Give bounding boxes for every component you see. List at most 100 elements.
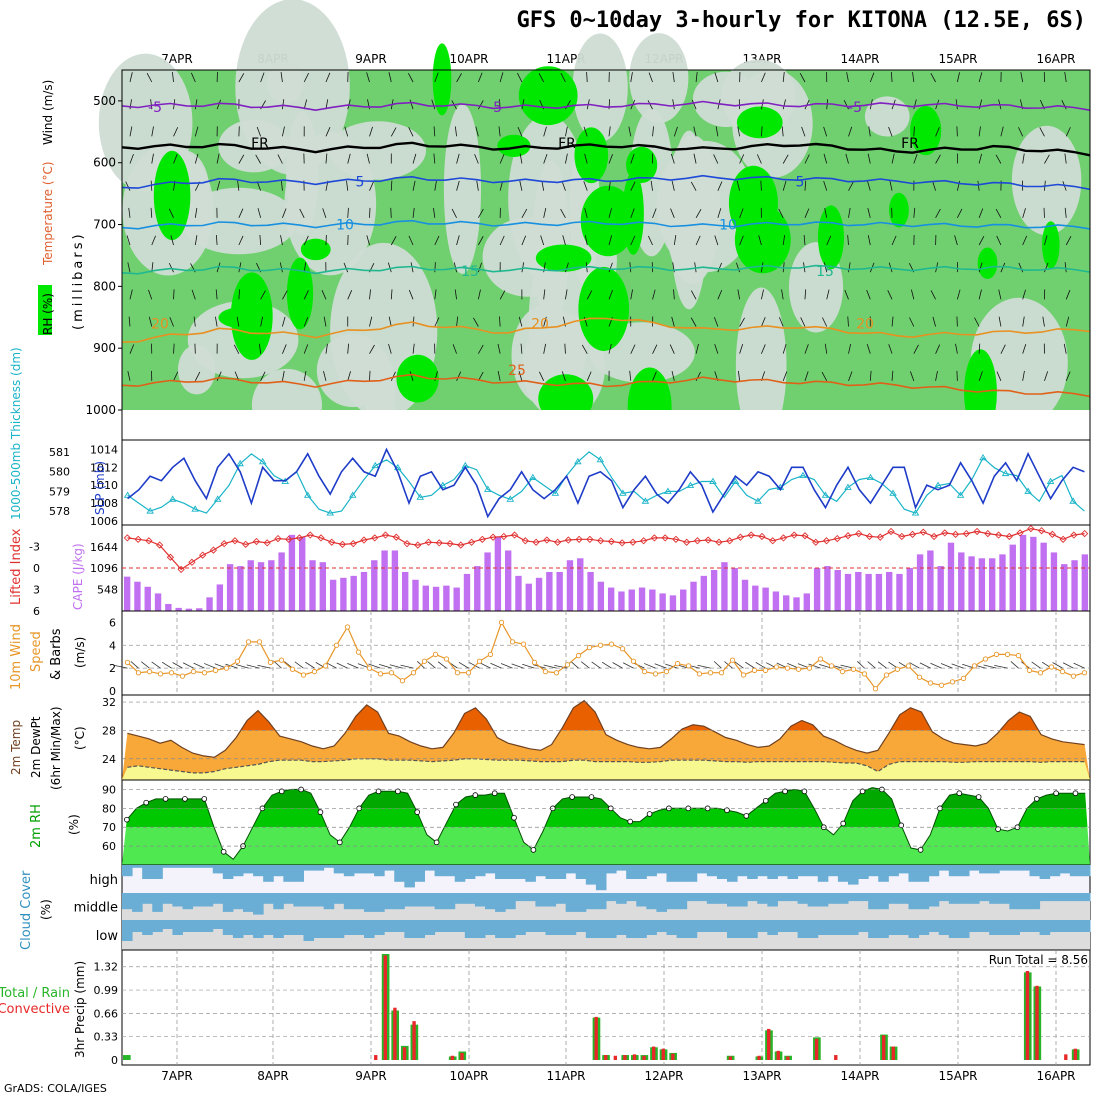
below-ground xyxy=(122,410,1090,440)
wind-barb xyxy=(303,235,309,246)
cloud-bar xyxy=(122,865,133,877)
wind-barb xyxy=(347,99,351,110)
wind-barb xyxy=(456,180,460,191)
cape-bar xyxy=(607,587,615,611)
li-marker xyxy=(898,532,906,541)
wind-barb xyxy=(303,290,309,300)
wind-barb xyxy=(848,181,854,191)
wind-barb xyxy=(824,207,828,218)
wind-barb xyxy=(956,72,960,83)
cloud-bar xyxy=(696,865,708,874)
wind-barb xyxy=(1044,154,1050,164)
thickness-marker xyxy=(821,491,830,498)
wind-barb xyxy=(737,289,741,300)
rh-marker xyxy=(1072,790,1079,797)
li-marker xyxy=(435,539,443,547)
precip-conv-bar xyxy=(814,1038,819,1060)
wind-speed-marker xyxy=(179,673,186,679)
precip-conv-bar xyxy=(1025,970,1030,1060)
li-marker xyxy=(478,535,486,543)
cape-bar xyxy=(432,586,440,611)
wind-barb xyxy=(540,235,545,246)
wind-barb xyxy=(672,99,675,110)
li-marker xyxy=(693,537,702,545)
wind-speed-marker xyxy=(762,667,769,674)
cape-bar xyxy=(680,589,687,611)
wind-barb xyxy=(434,180,437,191)
wind-barb xyxy=(737,126,741,137)
precip-conv-bar xyxy=(776,1050,780,1060)
wind-speed-marker xyxy=(1004,651,1011,658)
wind-barb xyxy=(125,181,131,191)
wind-speed-marker xyxy=(839,668,846,675)
cape-bar xyxy=(247,560,254,611)
rh-marker xyxy=(124,816,130,823)
wind-barb xyxy=(518,316,523,327)
wind-barb xyxy=(648,235,653,246)
wind-speed-marker xyxy=(960,675,967,682)
cloud-bar xyxy=(797,893,809,904)
cloud-bar xyxy=(535,893,546,907)
cloud-bar xyxy=(737,865,748,877)
isotherm-label: 15 xyxy=(461,264,479,280)
wind-barb xyxy=(714,72,719,83)
wind-barb xyxy=(521,99,525,110)
wind10m-barb xyxy=(1031,661,1041,669)
cape-bar xyxy=(999,554,1006,611)
wind-barb xyxy=(629,370,632,381)
wind-barb xyxy=(408,235,414,246)
cloud-bar xyxy=(545,865,557,879)
precip-ylabel: 3hr Precip (mm) xyxy=(73,961,87,1058)
wind-barb xyxy=(433,126,436,137)
li-marker xyxy=(252,537,261,546)
rh-high-region xyxy=(580,185,636,257)
li-marker xyxy=(371,534,379,542)
wind-speed-marker xyxy=(289,666,296,672)
cloud-bar xyxy=(1069,893,1081,902)
li-marker xyxy=(1027,524,1035,533)
wind-barb xyxy=(151,126,154,137)
ylabel-wind: Wind (m/s) xyxy=(41,80,55,145)
li-marker xyxy=(489,533,497,541)
cape-bar xyxy=(515,575,522,611)
cloud-bar xyxy=(585,920,597,938)
cloud-bar xyxy=(928,920,940,932)
cloud-bar xyxy=(525,920,536,932)
wind-speed-marker xyxy=(509,639,516,645)
wind-speed-marker xyxy=(168,670,175,676)
wind-barb xyxy=(260,72,265,83)
cloud-bar xyxy=(686,893,698,902)
wind-barb xyxy=(1000,344,1006,354)
wind-barb xyxy=(476,180,479,191)
cape-bar xyxy=(340,577,347,611)
cloud-bar xyxy=(727,893,738,907)
wind-barb xyxy=(129,126,133,137)
wind-barb xyxy=(473,317,479,327)
cape-bar xyxy=(813,568,821,611)
cape-bar xyxy=(391,550,399,611)
wind-barb xyxy=(630,289,633,300)
wind-speed-marker xyxy=(894,666,901,672)
cloud-bar xyxy=(1029,865,1041,877)
wind-barb xyxy=(238,289,240,300)
cape-bar xyxy=(257,562,265,611)
cloud-bar xyxy=(172,920,183,935)
wind-speed-marker xyxy=(124,659,131,666)
wind-barb xyxy=(434,289,437,300)
wind-barb xyxy=(194,126,199,137)
wind-barb xyxy=(581,344,588,354)
cape-bar xyxy=(906,568,913,611)
wind-barb xyxy=(478,344,484,354)
wind-barb xyxy=(954,235,958,246)
li-marker xyxy=(876,533,884,541)
wind-barb xyxy=(847,316,849,327)
cape-bar xyxy=(927,550,934,611)
wind-speed-marker xyxy=(564,662,571,668)
cloud-bar xyxy=(787,865,799,879)
wind10m-barb xyxy=(581,661,590,669)
cloud-bar xyxy=(454,893,466,904)
wind10m-barb xyxy=(543,664,557,669)
wind-barb xyxy=(146,72,153,83)
cape-bar xyxy=(268,560,275,611)
cloud-bar xyxy=(293,893,304,907)
